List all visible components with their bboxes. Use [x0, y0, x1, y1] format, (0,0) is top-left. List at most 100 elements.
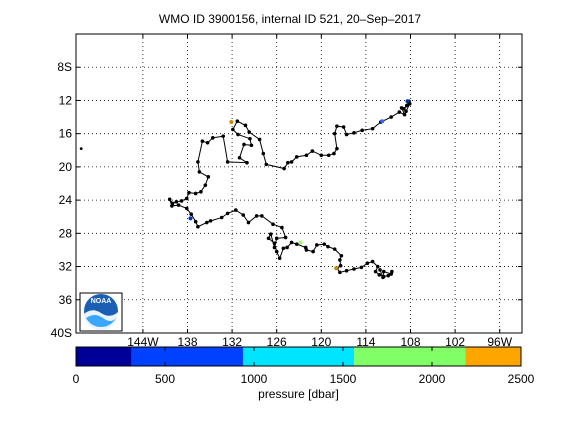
colorbar-segment: [465, 347, 521, 366]
profile-point: [294, 242, 299, 246]
profile-point: [243, 123, 248, 128]
profile-point: [272, 245, 277, 250]
profile-point: [187, 190, 191, 195]
profile-point: [200, 139, 205, 143]
profile-point: [221, 134, 225, 138]
profile-point: [286, 160, 290, 165]
figure-title: WMO ID 3900156, internal ID 521, 20–Sep–…: [159, 12, 421, 26]
lon-tick-label: 138: [177, 335, 197, 349]
profile-point: [210, 136, 215, 140]
lon-tick-label: 108: [400, 335, 420, 349]
profile-point: [289, 160, 294, 164]
lon-tick-label: 114: [356, 335, 375, 349]
profile-point: [234, 208, 238, 212]
profile-point: [360, 128, 364, 133]
profile-point: [407, 101, 412, 106]
profile-point: [170, 204, 174, 208]
profile-point: [219, 215, 224, 220]
map-panel: 144W 138 132 126 120 114 108 102 96W 8S 12 16 20 24 2…: [51, 33, 523, 349]
profile-point: [205, 220, 209, 225]
profile-point: [247, 130, 251, 134]
lat-tick-label: 12: [59, 93, 73, 107]
profile-point: [335, 124, 339, 128]
profile-point: [174, 199, 179, 204]
colorbar-segment: [76, 347, 132, 366]
logo-lettering: NOAA: [91, 298, 112, 305]
colorbar-segment: [354, 347, 466, 366]
profile-point: [237, 155, 242, 160]
map-frame: [75, 33, 523, 334]
profile-point: [404, 103, 409, 108]
colorbar-ticks: 0 500 1000 1500 2000 2500: [73, 347, 535, 386]
colorbar-segments: [76, 347, 521, 366]
profile-point: [241, 213, 246, 217]
longitude-axis: 144W 138 132 126 120 114 108 102 96W: [127, 34, 513, 349]
lon-tick-label: 120: [311, 335, 331, 349]
profile-point: [277, 256, 282, 261]
profile-point: [193, 191, 198, 196]
profile-point: [196, 160, 200, 164]
lon-tick-label: 126: [267, 335, 287, 349]
latitude-axis: 8S 12 16 20 24 28 32 36 40S: [51, 60, 522, 340]
profile-point: [332, 247, 337, 251]
lat-tick-label: 32: [59, 260, 73, 274]
profile-point: [225, 160, 230, 164]
profile-point: [236, 132, 240, 137]
profile-point: [264, 162, 269, 167]
profile-point: [206, 175, 211, 179]
colorbar-frame: [75, 346, 522, 367]
colorbar-tick-label: 2000: [419, 372, 446, 386]
profile-point: [389, 272, 393, 276]
profile-point: [249, 143, 254, 148]
profile-point: [338, 270, 342, 275]
profile-point: [373, 269, 378, 274]
profile-point: [208, 219, 213, 223]
profile-point: [319, 153, 324, 158]
profile-point: [326, 153, 331, 158]
profile-point: [402, 112, 407, 117]
profile-point: [254, 214, 259, 218]
profile-point: [404, 109, 408, 114]
profile-point: [280, 225, 284, 230]
profile-point: [389, 115, 393, 119]
lat-tick-label: 28: [59, 226, 73, 240]
colorbar-tick-label: 1000: [241, 372, 268, 386]
profile-point: [203, 183, 208, 187]
profile-point: [196, 224, 200, 229]
profile-point: [377, 273, 382, 277]
profile-point: [179, 199, 184, 203]
profile-point: [339, 253, 344, 258]
profile-point: [315, 243, 319, 247]
profile-point: [268, 232, 273, 236]
profile-point: [397, 110, 402, 114]
profile-point: [285, 245, 289, 250]
profile-point: [193, 219, 198, 224]
profile-point-colored: [229, 120, 234, 125]
profile-point: [274, 249, 279, 254]
profile-point: [260, 214, 264, 218]
profile-point: [399, 106, 404, 110]
profile-point: [304, 153, 309, 158]
profile-point: [341, 125, 346, 129]
profile-point: [289, 240, 294, 245]
profile-point: [370, 126, 375, 131]
profile-point: [167, 197, 172, 202]
profile-point: [231, 127, 235, 132]
profile-point: [359, 265, 364, 270]
profile-point: [352, 131, 356, 135]
profile-point: [332, 131, 337, 136]
profile-point: [282, 166, 286, 171]
profile-point: [378, 268, 382, 272]
lat-tick-label: 24: [59, 193, 73, 207]
profile-point: [332, 151, 336, 156]
profile-point: [245, 160, 249, 165]
profile-point: [381, 275, 385, 280]
profile-point: [335, 146, 339, 151]
pressure-colorbar: 0 500 1000 1500 2000 2500 pressure [dbar]: [73, 346, 535, 401]
float-trajectory: [79, 99, 412, 280]
profile-point: [184, 196, 189, 201]
colorbar-segment: [131, 347, 243, 366]
profile-point: [281, 246, 286, 251]
profile-point: [199, 190, 203, 194]
